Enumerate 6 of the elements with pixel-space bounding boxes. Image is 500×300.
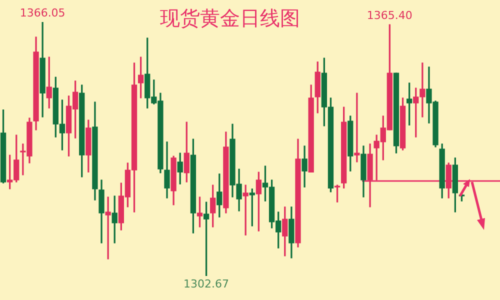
candlestick (354, 92, 360, 162)
candlestick (105, 196, 111, 260)
annotation: 1302.67 (184, 277, 230, 290)
annotation: 1365.40 (366, 8, 412, 22)
chart-title: 现货黄金日线图 (160, 6, 300, 30)
annotation: 1366.05 (20, 6, 66, 20)
